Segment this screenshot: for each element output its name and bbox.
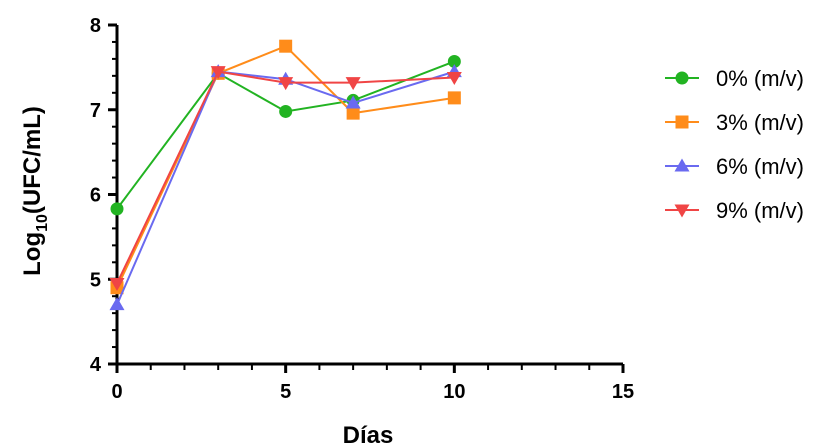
series-3 [109, 66, 462, 291]
data-point [346, 106, 360, 120]
data-point [110, 202, 124, 216]
x-axis-title: Días [343, 422, 394, 448]
y-tick-label: 4 [90, 354, 102, 376]
legend-marker [675, 71, 689, 85]
legend-entry: 6% (m/v) [665, 154, 804, 179]
y-axis-title: Log10(UFC/mL) [19, 106, 51, 276]
data-point [279, 39, 293, 53]
y-tick-label: 5 [90, 269, 101, 291]
legend-marker [674, 158, 690, 172]
legend-entry: 0% (m/v) [665, 66, 804, 91]
data-point [278, 77, 294, 91]
x-tick-label: 0 [111, 381, 122, 403]
y-axis-title-subscript: 10 [34, 214, 51, 232]
data-point [109, 277, 125, 291]
axes: 4 5 6 7 8 0 5 10 15 [90, 15, 634, 403]
data-point [109, 297, 125, 311]
series-line [116, 70, 455, 284]
data-point [210, 66, 226, 80]
series-0 [110, 54, 461, 216]
x-tick-label: 15 [612, 381, 634, 403]
data-point [279, 104, 293, 118]
series-layer [109, 39, 462, 311]
legend-label: 0% (m/v) [716, 66, 804, 91]
y-tick-label: 8 [90, 15, 101, 37]
y-axis-title-rest: (UFC/mL) [19, 106, 46, 214]
legend-label: 3% (m/v) [716, 110, 804, 135]
x-tick-label: 5 [280, 381, 291, 403]
y-tick-label: 7 [90, 100, 101, 122]
y-tick-label: 6 [90, 185, 101, 207]
legend-label: 9% (m/v) [716, 198, 804, 223]
data-point [446, 72, 462, 86]
legend-entry: 3% (m/v) [665, 110, 804, 135]
data-point [447, 54, 461, 68]
data-point [447, 91, 461, 105]
legend-marker [674, 204, 690, 218]
y-axis-title-main: Log [19, 232, 46, 276]
legend: 0% (m/v) 3% (m/v) 6% (m/v) 9% (m/v) [665, 66, 804, 223]
data-point [345, 95, 361, 109]
x-tick-label: 10 [443, 381, 465, 403]
data-point [345, 77, 361, 91]
legend-marker [675, 115, 689, 129]
legend-label: 6% (m/v) [716, 154, 804, 179]
legend-entry: 9% (m/v) [665, 198, 804, 223]
